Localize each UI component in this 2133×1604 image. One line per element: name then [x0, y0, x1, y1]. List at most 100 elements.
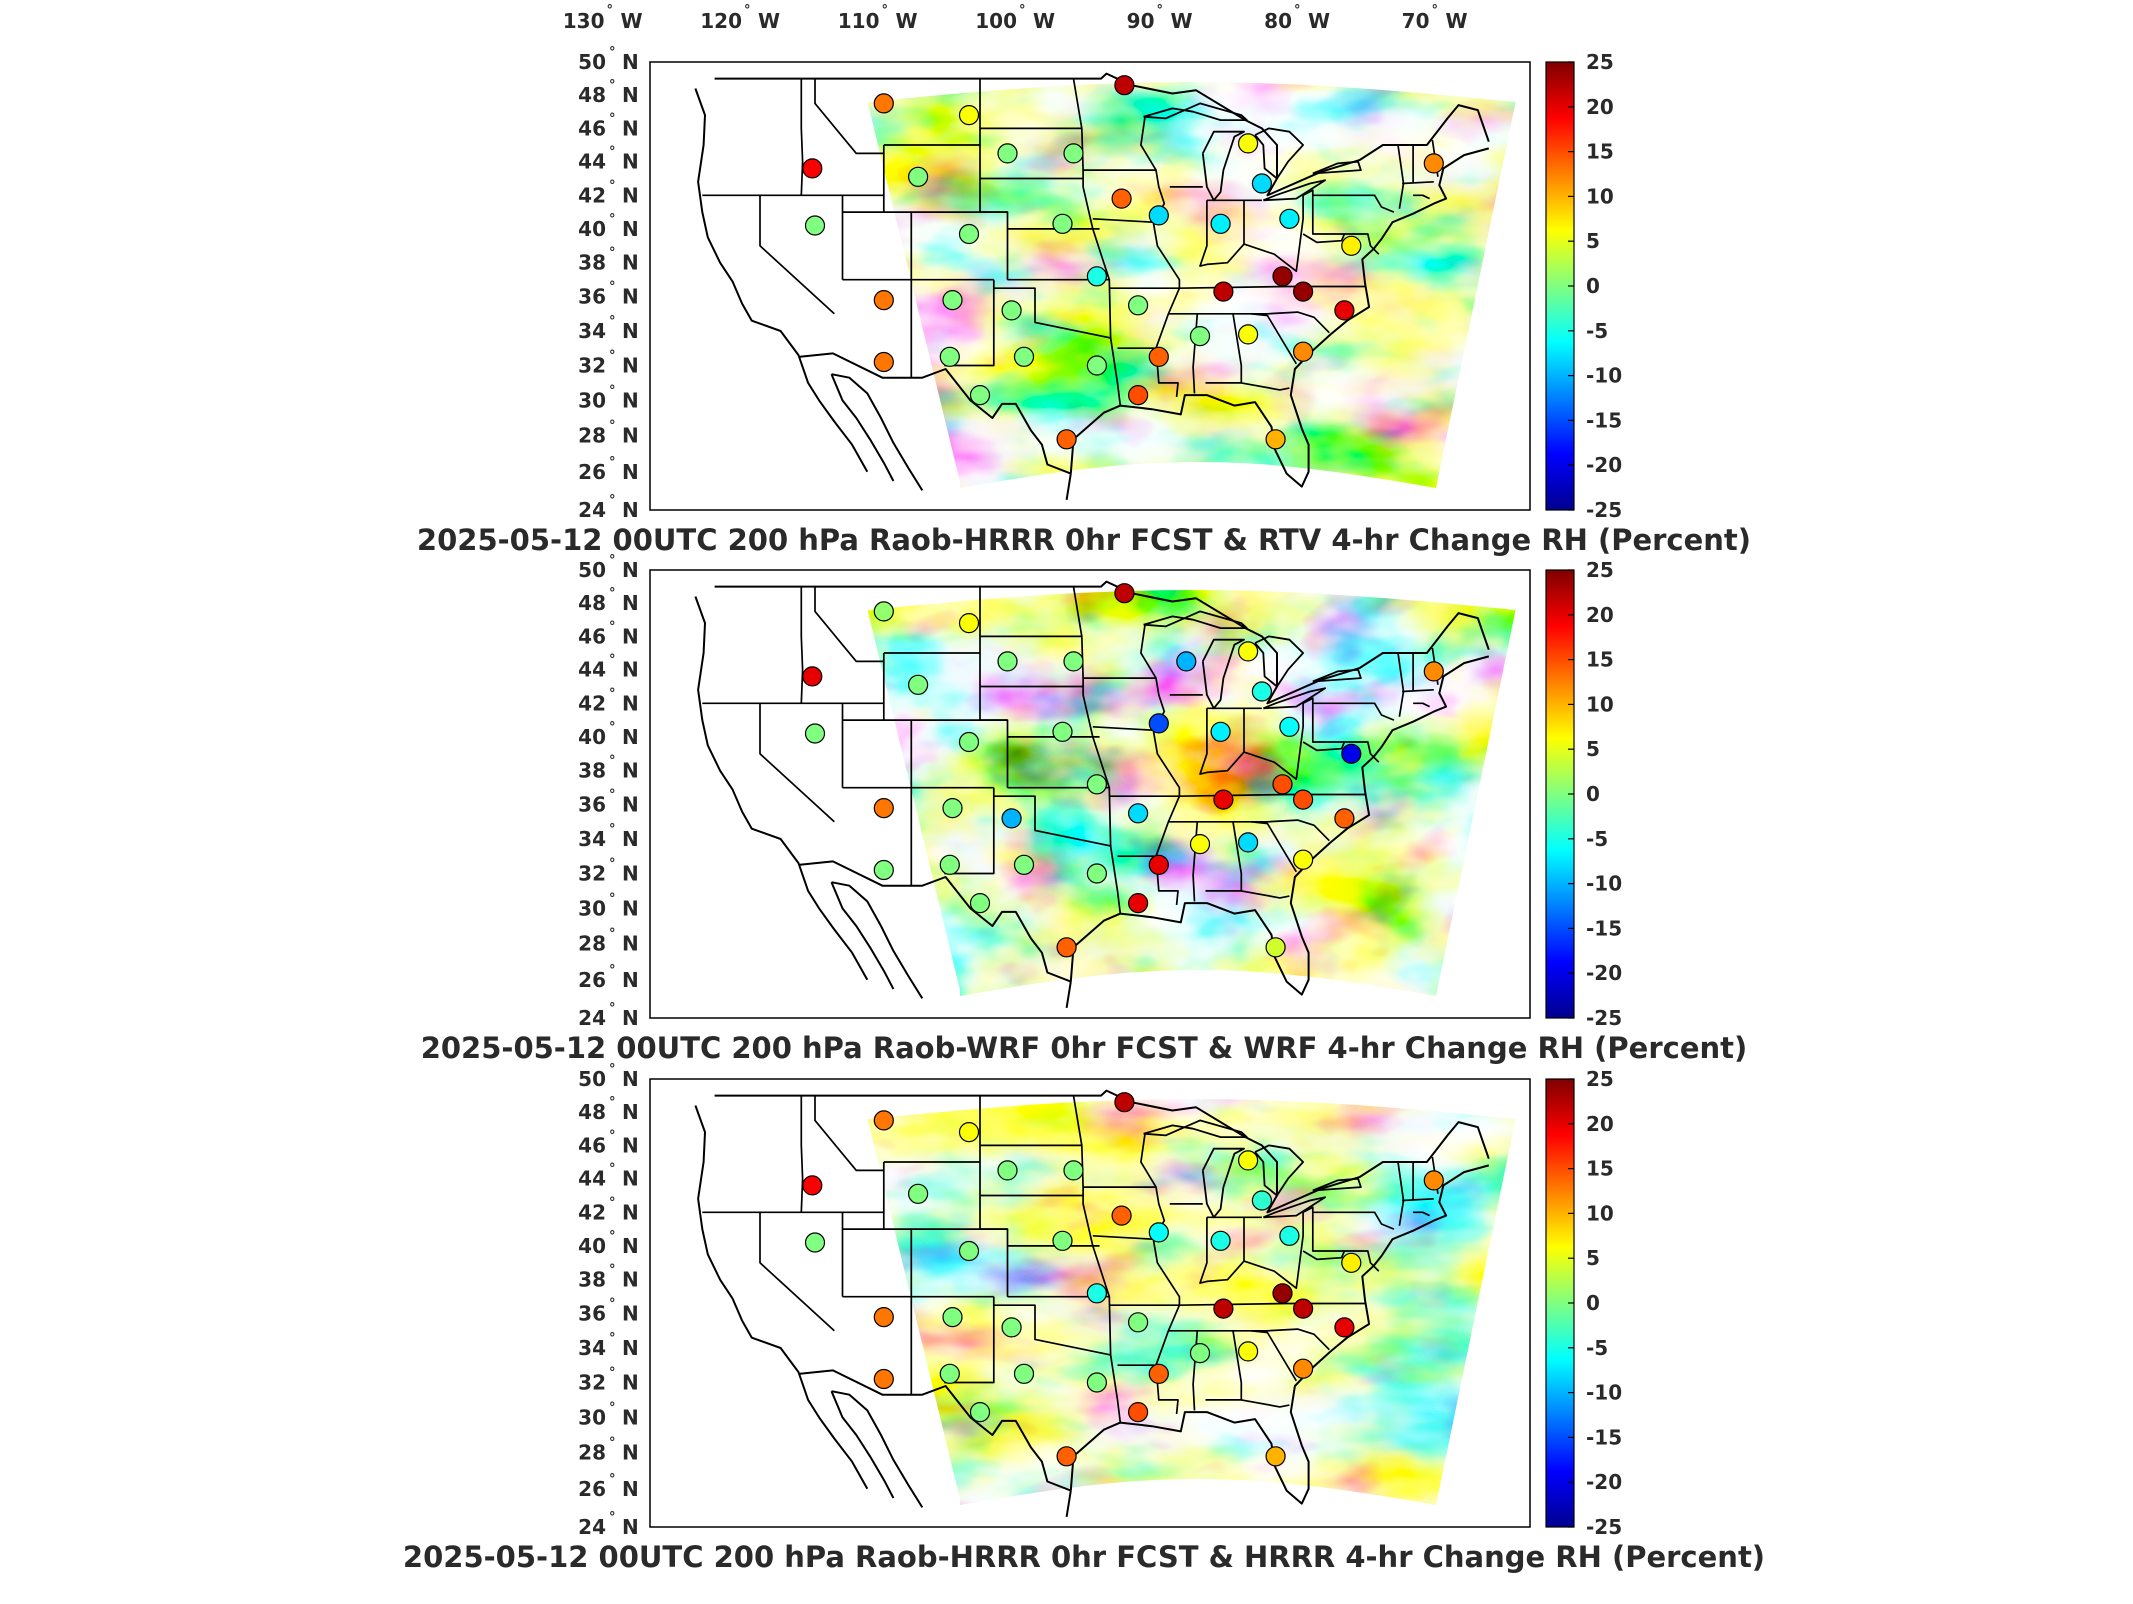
- lat-label-value: 34: [578, 319, 606, 343]
- colorbar-tick-label: 0: [1586, 274, 1600, 298]
- degree-symbol: °: [609, 1400, 616, 1415]
- state-boundary: [1402, 1197, 1434, 1202]
- station-marker: [1272, 266, 1293, 287]
- lon-label-hemisphere: W: [758, 9, 780, 33]
- coastline: [1065, 981, 1072, 1009]
- lat-label: 40 ° N: [578, 212, 639, 241]
- lat-label-value: 36: [578, 793, 606, 817]
- lat-label: 50 ° N: [578, 1062, 639, 1091]
- raob-stations: [802, 1092, 1444, 1467]
- state-boundary: [1413, 194, 1430, 200]
- station-marker: [1127, 385, 1149, 406]
- coastline: [831, 881, 924, 999]
- degree-symbol: °: [609, 1162, 616, 1177]
- lat-label-hemisphere: N: [622, 424, 639, 448]
- lat-label-value: 40: [578, 217, 606, 241]
- lat-label-value: 48: [578, 591, 606, 615]
- lat-label-value: 32: [578, 861, 606, 885]
- panel-2: 50 ° N48 ° N46 ° N44 ° N42 ° N40 ° N38 ° N36 ° N34 ° N32 ° N…: [421, 553, 1748, 1065]
- lat-label-hemisphere: N: [622, 1006, 639, 1030]
- station-marker: [1127, 295, 1149, 316]
- map-boundaries: [694, 1089, 1490, 1518]
- lat-label-value: 44: [578, 150, 606, 174]
- lat-label-hemisphere: N: [622, 658, 639, 682]
- lat-label: 50 ° N: [578, 45, 639, 74]
- station-marker: [1086, 1372, 1108, 1393]
- lat-label-value: 50: [578, 558, 606, 582]
- lat-label-value: 50: [578, 1067, 606, 1091]
- great-lake-outline: [1143, 1119, 1248, 1138]
- station-marker: [802, 158, 823, 179]
- lat-label: 24 ° N: [578, 493, 639, 522]
- colorbar-tick-label: -10: [1586, 1381, 1622, 1405]
- lat-label-hemisphere: N: [622, 183, 639, 207]
- state-boundary: [759, 195, 835, 315]
- station-marker: [1111, 188, 1132, 209]
- coastline: [830, 373, 895, 482]
- lat-label-value: 44: [578, 658, 606, 682]
- station-marker: [1213, 281, 1234, 302]
- great-lake-outline: [1254, 635, 1304, 688]
- lon-label: 120 ° W: [700, 3, 780, 33]
- state-boundary: [1302, 233, 1346, 244]
- lat-label-hemisphere: N: [622, 83, 639, 107]
- lat-label: 42 ° N: [578, 178, 639, 207]
- degree-symbol: °: [609, 493, 616, 508]
- station-marker: [1237, 324, 1259, 345]
- station-marker: [1272, 774, 1293, 795]
- station-marker: [958, 1240, 980, 1262]
- state-boundary: [1302, 1206, 1380, 1272]
- degree-symbol: °: [609, 246, 616, 261]
- station-marker: [969, 1401, 991, 1423]
- station-marker: [1423, 1170, 1444, 1191]
- state-boundary: [759, 703, 835, 823]
- colorbar-tick-label: -5: [1586, 1336, 1608, 1360]
- station-marker: [1210, 1230, 1231, 1251]
- state-boundary: [1092, 1234, 1154, 1241]
- lat-label-value: 50: [578, 50, 606, 74]
- lat-label-hemisphere: N: [622, 759, 639, 783]
- lat-label-hemisphere: N: [622, 932, 639, 956]
- lat-label: 38 ° N: [578, 754, 639, 783]
- state-boundary: [1072, 78, 1122, 406]
- station-marker: [1237, 1150, 1259, 1171]
- station-marker: [939, 1363, 960, 1384]
- lat-label-hemisphere: N: [622, 217, 639, 241]
- degree-symbol: °: [609, 111, 616, 126]
- lat-label-value: 30: [578, 388, 606, 412]
- station-marker: [1251, 681, 1273, 702]
- state-boundary: [759, 1212, 835, 1332]
- degree-symbol: °: [609, 1365, 616, 1380]
- lat-label: 40 ° N: [578, 720, 639, 749]
- state-boundary: [1241, 890, 1290, 899]
- state-boundary: [1250, 820, 1298, 873]
- station-marker: [1292, 341, 1314, 362]
- lon-label-value: 120: [700, 9, 742, 33]
- colorbar-tick-label: 20: [1586, 1112, 1614, 1136]
- lat-label-hemisphere: N: [622, 1515, 639, 1539]
- station-marker: [1063, 1160, 1084, 1181]
- station-marker: [1213, 789, 1234, 810]
- coastline: [694, 596, 869, 981]
- coastline: [831, 1390, 924, 1508]
- colorbar-tick-label: 5: [1586, 737, 1600, 761]
- lat-label-value: 46: [578, 1133, 606, 1157]
- station-marker: [1148, 1222, 1169, 1243]
- longitude-labels: 130 ° W 120 ° W 110 ° W 100 ° W 90 ° W 80 ° W 70 ° W: [563, 3, 1468, 33]
- station-marker: [1251, 1190, 1273, 1211]
- state-boundary: [814, 1095, 884, 1172]
- state-boundary: [1199, 195, 1304, 273]
- lat-label: 30 ° N: [578, 891, 639, 920]
- station-marker: [997, 651, 1018, 672]
- colorbar: 25 20 15 10 5 0 -5 -10 -15 -20 -25: [1545, 1067, 1622, 1539]
- lat-label: 48 ° N: [578, 1095, 639, 1124]
- lat-label-value: 30: [578, 896, 606, 920]
- station-marker: [1056, 1446, 1077, 1467]
- degree-symbol: °: [609, 1195, 616, 1210]
- lat-label: 40 ° N: [578, 1229, 639, 1258]
- station-marker: [907, 1183, 929, 1204]
- lat-label-value: 28: [578, 932, 606, 956]
- great-lake-outline: [1312, 160, 1362, 175]
- lat-label-value: 24: [578, 1006, 606, 1030]
